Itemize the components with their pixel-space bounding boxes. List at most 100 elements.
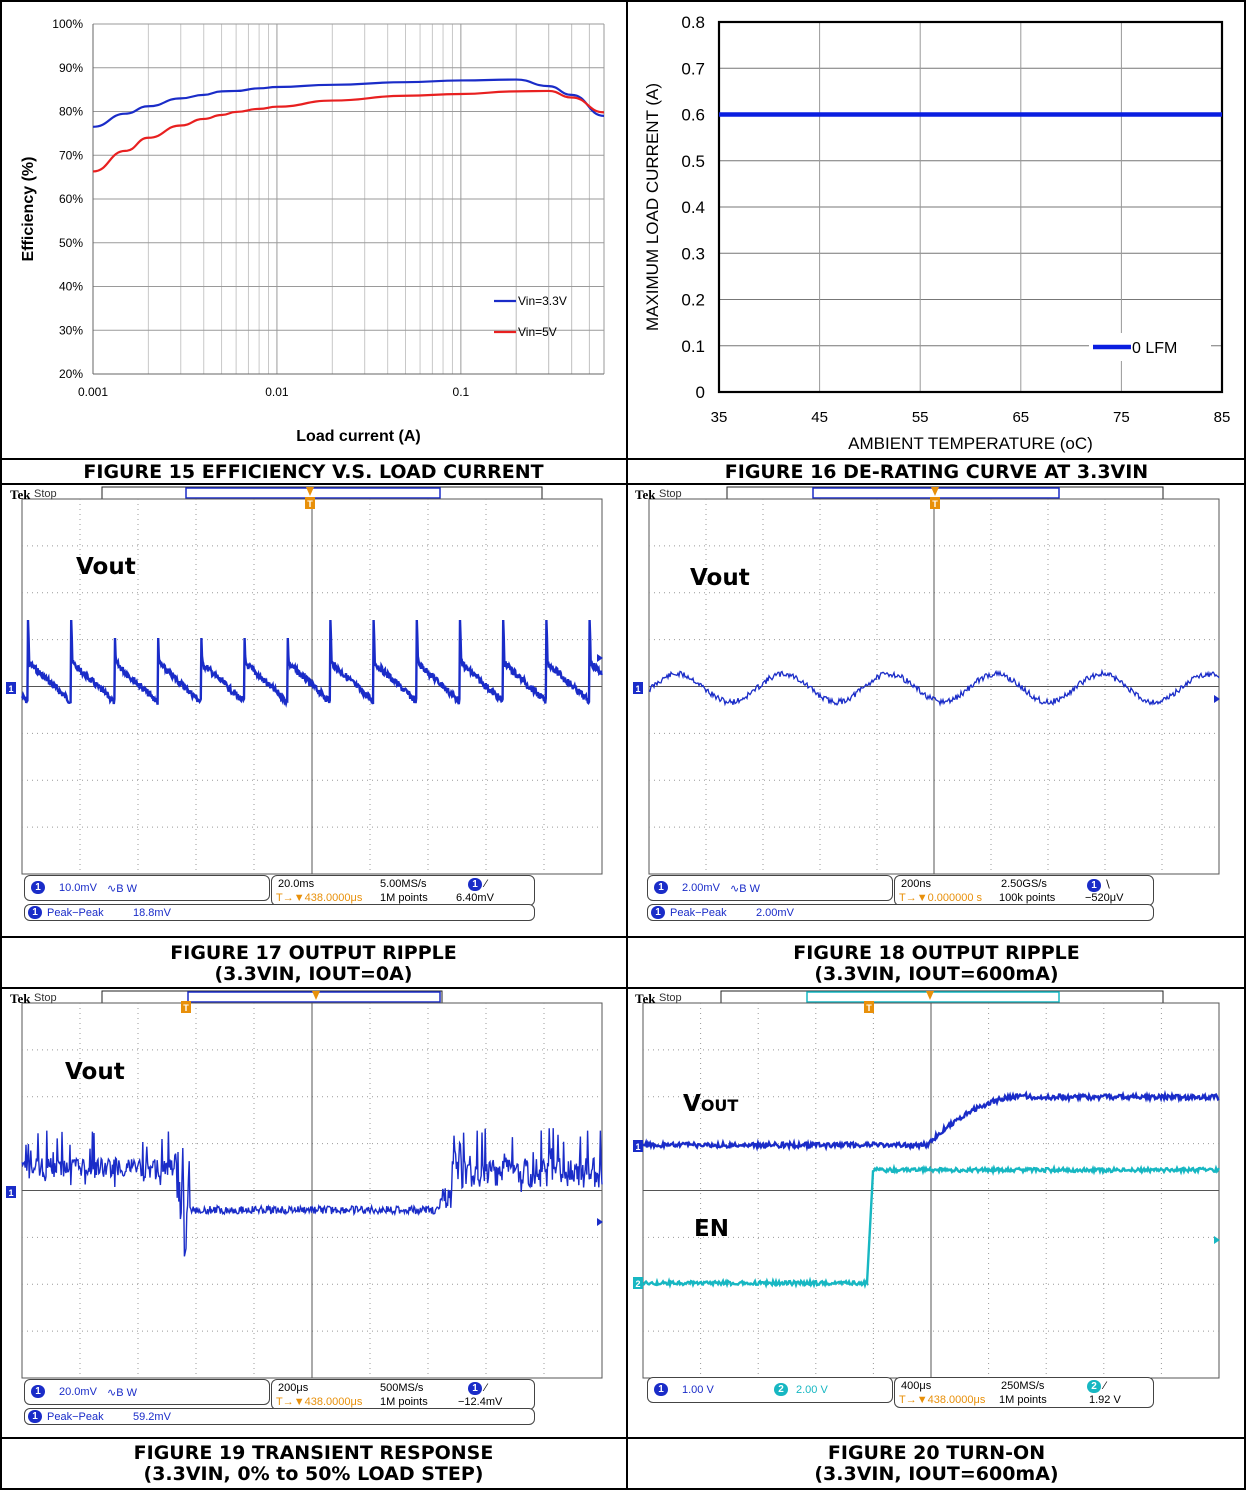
figure-16-caption: FIGURE 16 DE-RATING CURVE AT 3.3VIN: [724, 461, 1149, 483]
derating-chart-svg: 0 0.1 0.2 0.3 0.4 0.5 0.6 0.7 0.8 35 45 55 65 75 85 AMB…: [643, 13, 1231, 453]
legend-label: 0 LFM: [1132, 340, 1177, 357]
figure-15-efficiency-chart: 20% 30% 40% 50% 60% 70% 80% 90% 100% 0.001 0.01 0.1…: [0, 0, 627, 459]
plot-frame: [717, 20, 1224, 394]
measurement-value: 2.00mV: [756, 907, 794, 919]
y-tick-label: 0.6: [681, 106, 705, 125]
y-axis-label: MAXIMUM LOAD CURRENT (A): [643, 83, 662, 331]
trigger-position: ▼438.0000μs: [916, 1394, 986, 1406]
channel-marker: [633, 1277, 643, 1289]
channel-marker-label: 1: [8, 1188, 13, 1198]
y-tick-label: 30%: [59, 323, 83, 337]
trigger-channel-badge: 2: [1087, 1380, 1101, 1393]
efficiency-chart-svg: 20% 30% 40% 50% 60% 70% 80% 90% 100% 0.001 0.01 0.1…: [20, 17, 605, 445]
trigger-icon: T: [899, 892, 906, 904]
y-tick-label: 40%: [59, 280, 83, 294]
trigger-level: 1.92 V: [1089, 1394, 1121, 1406]
trigger-marker: [305, 497, 315, 509]
channel-marker-label: 1: [635, 684, 640, 694]
trace-label-vout: Vout: [76, 554, 136, 580]
scope-brand: Tek: [10, 487, 31, 502]
trigger-position-arrow: [312, 991, 320, 1000]
scope-state: Stop: [659, 488, 682, 500]
record-length: 1M points: [380, 1396, 428, 1408]
ripple-trace: [648, 668, 1220, 707]
trigger-level-marker: [597, 1218, 603, 1226]
y-tick-label: 0: [696, 383, 705, 402]
x-tick-label: 75: [1113, 409, 1130, 426]
trigger-position-arrow: [931, 487, 939, 496]
trigger-marker: [930, 497, 940, 509]
trigger-marker: [181, 1001, 191, 1013]
ripple-trace: [20, 619, 603, 708]
timebase-box: 200μs T→▼438.0000μs 500MS/s 1M points 1 …: [271, 1379, 535, 1410]
y-tick-label: 80%: [59, 105, 83, 119]
bandwidth-icon: ∿B W: [730, 883, 760, 895]
trigger-level: −12.4mV: [458, 1396, 503, 1408]
x-tick-label: 35: [711, 409, 728, 426]
sample-rate: 250MS/s: [1001, 1380, 1045, 1392]
trigger-level: −520μV: [1085, 892, 1124, 904]
trigger-channel-badge: 1: [468, 878, 482, 891]
channel-marker-label: 1: [8, 684, 13, 694]
trigger-marker-label: T: [932, 499, 938, 509]
channel-2-badge: 2: [774, 1383, 788, 1396]
x-tick-label: 65: [1012, 409, 1029, 426]
timebase-box: 400μs T→▼438.0000μs 250MS/s 1M points 2 …: [894, 1377, 1154, 1408]
y-tick-label: 0.4: [681, 198, 705, 217]
trigger-marker-label: T: [183, 1003, 189, 1013]
timebase: 20.0ms: [278, 878, 315, 890]
trigger-position-arrow: [306, 487, 314, 496]
x-tick-label: 45: [811, 409, 828, 426]
channel-marker: [633, 682, 643, 694]
y-tick-label: 100%: [52, 17, 83, 31]
channel-scale-box: 1 20.0mV ∿B W: [24, 1379, 270, 1405]
figure-16-derating-chart: 0 0.1 0.2 0.3 0.4 0.5 0.6 0.7 0.8 35 45 55 65 75 85 AMB…: [627, 0, 1246, 459]
channel-1-badge: 1: [654, 881, 668, 894]
x-tick-label: 0.001: [78, 385, 108, 399]
vout-sub: OUT: [700, 1096, 739, 1115]
y-tick-label: 0.7: [681, 59, 705, 78]
channel-1-scale: 10.0mV: [59, 882, 97, 894]
measurement-box: 1 Peak−Peak 2.00mV: [647, 904, 1154, 921]
bandwidth-icon: ∿B W: [107, 1387, 137, 1399]
figure-20-caption-line1: FIGURE 20 TURN-ON: [827, 1442, 1046, 1464]
channel-1-scale: 20.0mV: [59, 1386, 97, 1398]
timebase: 200μs: [278, 1382, 309, 1394]
channel-marker: [6, 1186, 16, 1198]
figure-19-caption-line1: FIGURE 19 TRANSIENT RESPONSE: [133, 1442, 494, 1464]
figure-20-scope: T 1 2 Tek Stop VOUT EN 1 1.00 V 2 2.00 V 4…: [627, 988, 1246, 1438]
record-length: 100k points: [999, 892, 1056, 904]
figure-17-caption-line1: FIGURE 17 OUTPUT RIPPLE: [170, 942, 457, 964]
trigger-level-marker: [1214, 1236, 1220, 1244]
x-tick-label: 55: [912, 409, 929, 426]
trigger-level-marker: [1214, 695, 1220, 703]
trigger-icon: T: [899, 1394, 906, 1406]
timebase-box: 20.0ms T→▼438.0000μs 5.00MS/s 1M points …: [271, 875, 535, 906]
figure-18-caption-line1: FIGURE 18 OUTPUT RIPPLE: [793, 942, 1080, 964]
measurement-value: 59.2mV: [133, 1411, 171, 1423]
y-tick-label: 0.5: [681, 152, 705, 171]
vout-main: V: [683, 1091, 701, 1117]
scope-20-screen: T 1 2: [633, 990, 1221, 1379]
trigger-icon: T: [276, 1396, 283, 1408]
figure-20-caption-line2: (3.3VIN, IOUT=600mA): [814, 1463, 1059, 1485]
figure-17-caption-line2: (3.3VIN, IOUT=0A): [214, 963, 413, 985]
trigger-channel-badge: 1: [1087, 879, 1101, 892]
trace-label-en: EN: [694, 1216, 729, 1242]
trigger-marker-label: T: [866, 1003, 872, 1013]
channel-scale-box: 1 1.00 V 2 2.00 V: [647, 1377, 893, 1403]
trigger-marker: [864, 1001, 874, 1013]
channel-1-scale: 1.00 V: [682, 1384, 714, 1396]
scope-17-screen: T1: [6, 486, 603, 875]
measurement-name: Peak−Peak: [670, 907, 727, 919]
x-axis-label: Load current (A): [296, 428, 420, 445]
x-tick-label: 85: [1214, 409, 1231, 426]
timebase: 400μs: [901, 1380, 932, 1392]
y-tick-label: 70%: [59, 148, 83, 162]
trigger-position-arrow: [926, 991, 934, 1000]
trace-label-vout: VOUT: [683, 1091, 738, 1117]
channel-marker: [6, 682, 16, 694]
record-length: 1M points: [999, 1394, 1047, 1406]
timebase-box: 200ns T→▼0.000000 s 2.50GS/s 100k points…: [894, 875, 1154, 906]
